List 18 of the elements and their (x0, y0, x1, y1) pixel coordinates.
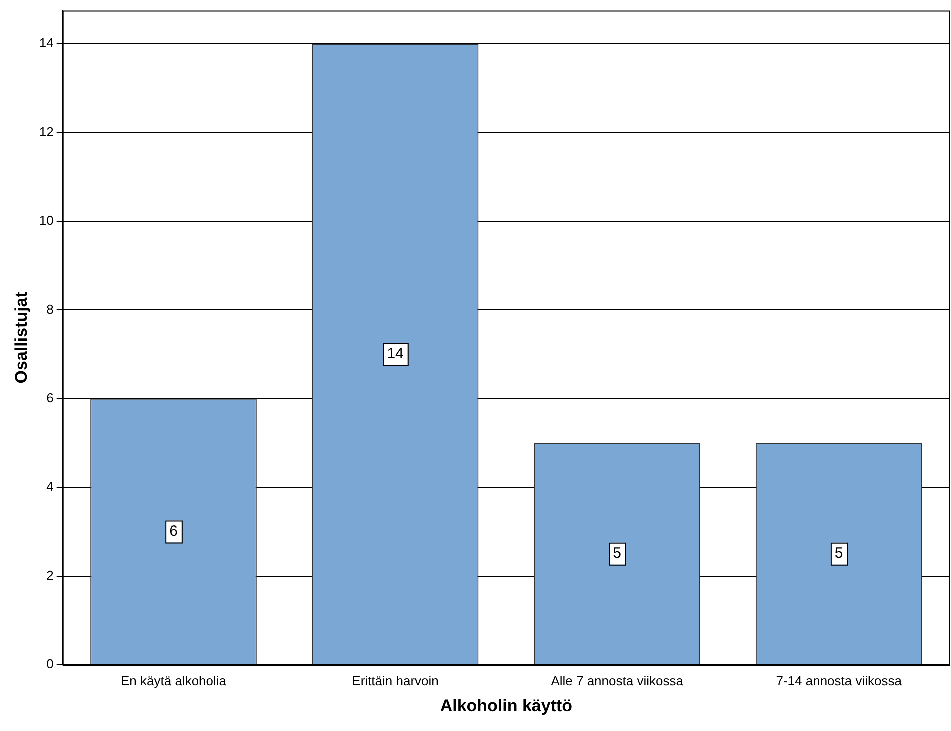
data-label: 14 (387, 345, 404, 362)
x-tick-label: 7-14 annosta viikossa (776, 673, 903, 688)
data-label: 5 (613, 545, 622, 562)
x-axis-title: Alkoholin käyttö (440, 696, 573, 716)
y-tick-label: 12 (39, 124, 54, 140)
y-tick-label: 0 (46, 656, 54, 672)
y-tick-label: 10 (39, 213, 54, 228)
x-tick-label: En käytä alkoholia (120, 673, 228, 688)
y-tick-label: 4 (46, 479, 54, 494)
y-axis-title: Osallistujat (12, 292, 31, 384)
y-tick-label: 8 (46, 302, 54, 317)
y-tick-label: 14 (39, 36, 54, 51)
data-label: 5 (834, 545, 844, 562)
data-label: 6 (170, 522, 178, 540)
x-tick-label: Alle 7 annosta viikossa (551, 673, 684, 688)
y-tick-label: 2 (46, 568, 54, 583)
y-tick-label: 6 (46, 390, 54, 406)
x-tick-label: Erittäin harvoin (352, 673, 439, 688)
